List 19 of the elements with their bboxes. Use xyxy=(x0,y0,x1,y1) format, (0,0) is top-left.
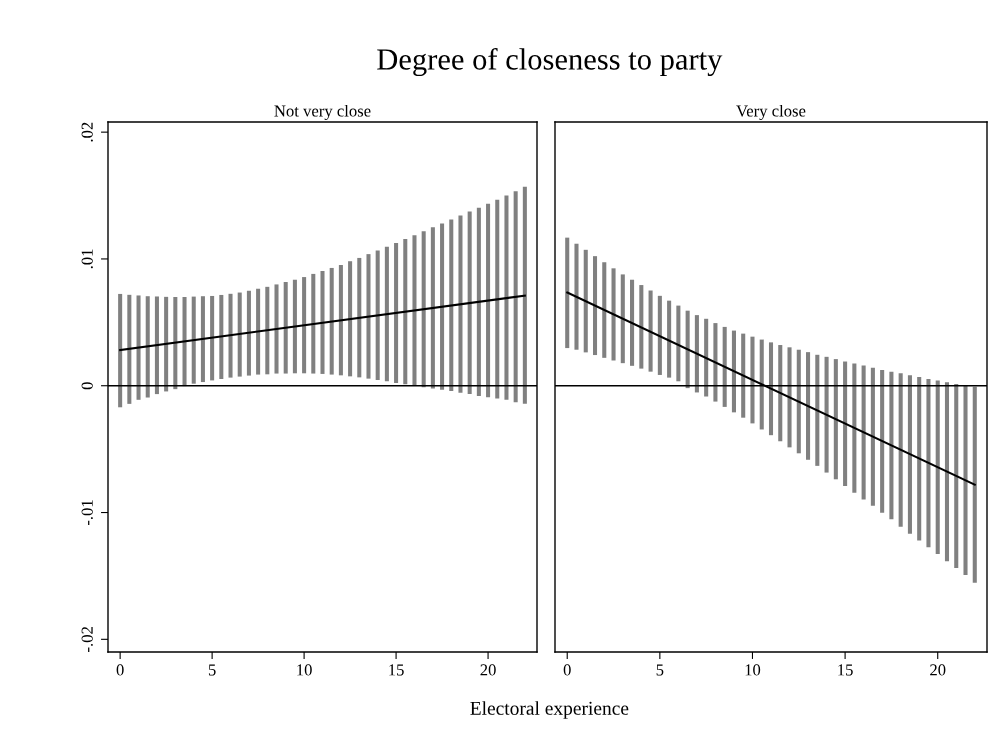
y-tick-label: .02 xyxy=(81,122,93,142)
x-tick-label: 15 xyxy=(838,664,853,676)
y-tick-label: .01 xyxy=(81,249,93,269)
y-tick-label: 0 xyxy=(81,382,93,390)
x-tick-label: 10 xyxy=(745,664,761,676)
x-axis-title: Electoral experience xyxy=(470,701,629,719)
x-tick-label: 5 xyxy=(656,664,664,676)
chart-subtitle: Very close xyxy=(736,104,806,121)
x-tick-label: 20 xyxy=(480,664,496,676)
y-tick-label: -.02 xyxy=(81,627,93,652)
chart-subtitle: Not very close xyxy=(274,104,371,121)
x-tick-label: 20 xyxy=(930,664,946,676)
x-tick-label: 10 xyxy=(297,664,312,676)
y-tick-label: -.01 xyxy=(81,500,93,526)
x-tick-label: 0 xyxy=(563,664,571,676)
x-tick-label: 15 xyxy=(389,664,404,676)
chart-title: Degree of closeness to party xyxy=(377,47,723,77)
x-tick-label: 0 xyxy=(116,664,124,676)
x-tick-label: 5 xyxy=(208,664,216,676)
